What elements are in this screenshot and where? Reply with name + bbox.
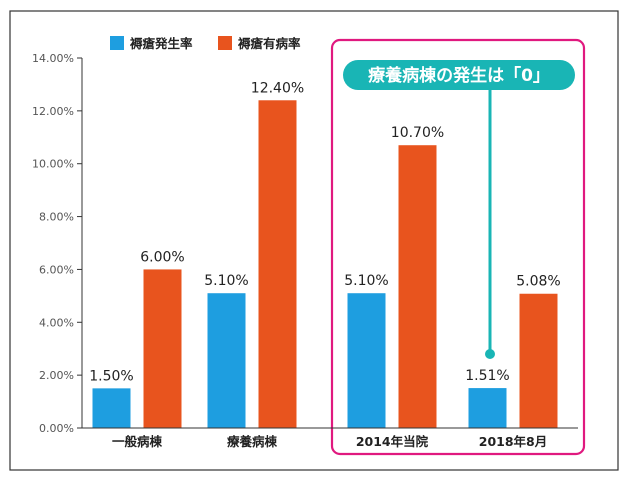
highlight-box <box>330 38 586 456</box>
callout: 療養病棟の発生は「0」 <box>343 60 575 359</box>
bar-2-2 <box>258 100 297 429</box>
callout-text: 療養病棟の発生は「0」 <box>368 65 550 86</box>
y-tick-label: 8.00% <box>39 211 74 224</box>
bar-1-1 <box>92 388 131 428</box>
legend-label-2: 褥瘡有病率 <box>237 36 301 51</box>
bars <box>92 100 558 429</box>
value-labels: 1.50% 6.00% 5.10% 12.40% 5.10% 10.70% 1.51% 5.0… <box>89 80 560 384</box>
y-tick-label: 10.00% <box>32 158 74 171</box>
y-axis: 0.00% 2.00% 4.00% 6.00% 8.00% 10.00% 12.00% 14.… <box>32 52 83 435</box>
value-label: 5.08% <box>516 274 560 290</box>
bar-2-4 <box>519 293 558 428</box>
y-tick-label: 0.00% <box>39 422 74 435</box>
y-tick-label: 4.00% <box>39 316 74 329</box>
category-label: 一般病棟 <box>112 434 163 449</box>
legend-label-1: 褥瘡発生率 <box>129 36 193 51</box>
bar-1-4 <box>468 388 507 428</box>
value-label: 5.10% <box>344 273 388 289</box>
bar-1-3 <box>347 293 386 428</box>
category-label: 2018年8月 <box>479 434 548 449</box>
bar-1-2 <box>207 293 246 428</box>
callout-bubble <box>343 60 575 90</box>
y-tick-label: 14.00% <box>32 52 74 65</box>
category-label: 2014年当院 <box>356 434 429 449</box>
bar-2-3 <box>398 145 437 428</box>
legend: 褥瘡発生率 褥瘡有病率 <box>110 36 301 51</box>
legend-swatch-2 <box>218 36 232 50</box>
bar-2-1 <box>143 269 182 428</box>
value-label: 5.10% <box>204 273 248 289</box>
category-label: 療養病棟 <box>227 434 278 449</box>
y-tick-label: 12.00% <box>32 105 74 118</box>
y-tick-label: 2.00% <box>39 369 74 382</box>
value-label: 12.40% <box>251 80 304 96</box>
value-label: 1.50% <box>89 368 133 384</box>
category-labels: 一般病棟 療養病棟 2014年当院 2018年8月 <box>112 434 547 449</box>
value-label: 6.00% <box>140 249 184 265</box>
value-label: 10.70% <box>391 125 444 141</box>
y-tick-label: 6.00% <box>39 263 74 276</box>
value-label: 1.51% <box>465 368 509 384</box>
legend-swatch-1 <box>110 36 124 50</box>
callout-pointer-dot <box>485 349 495 359</box>
